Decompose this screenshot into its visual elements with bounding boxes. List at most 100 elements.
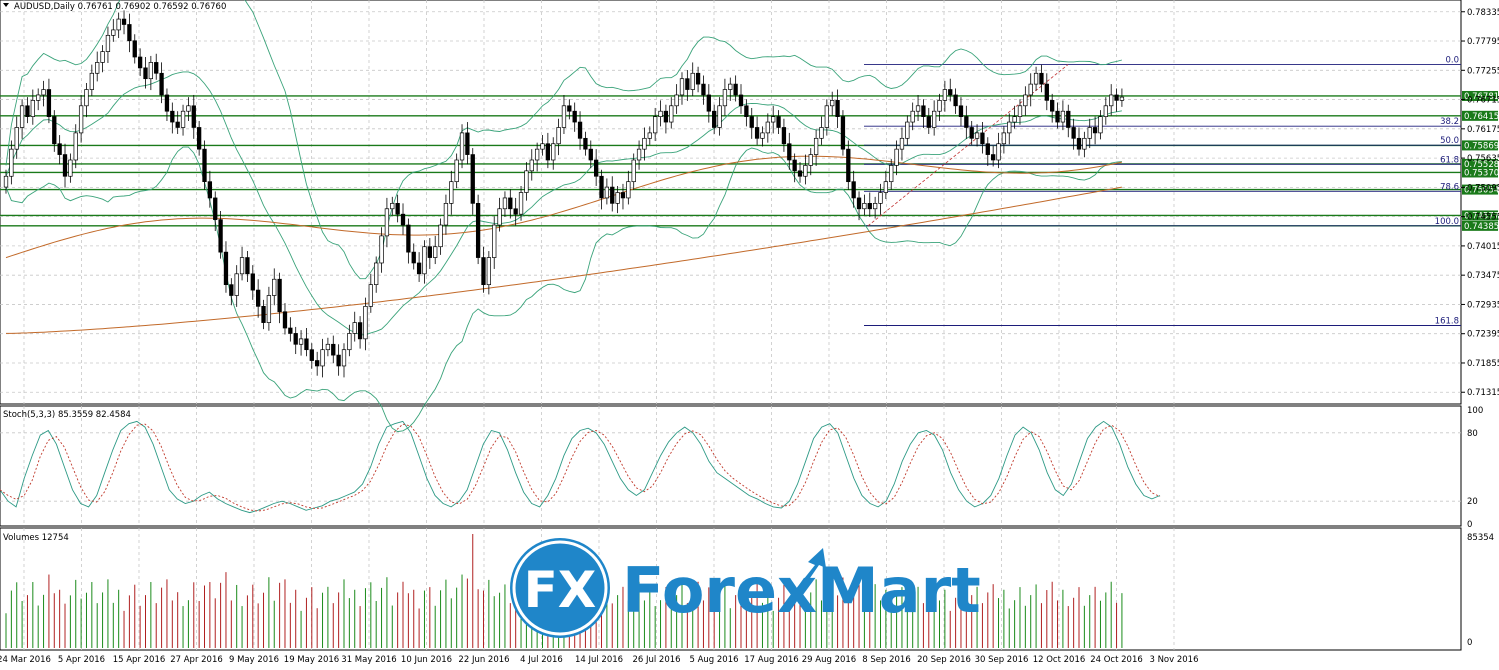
- candle-body: [1039, 72, 1044, 85]
- candle-body: [985, 143, 990, 155]
- candle-body: [180, 110, 186, 128]
- candle-body: [390, 203, 395, 210]
- candle-body: [513, 208, 518, 215]
- candle-body: [315, 360, 320, 367]
- price-tick-label: 0.75635: [1467, 154, 1499, 164]
- date-tick-label: 19 May 2016: [284, 655, 339, 665]
- candle-body: [695, 72, 701, 85]
- candle-body: [422, 246, 427, 275]
- level-price-badge: [1462, 110, 1498, 121]
- date-tick-label: 5 Apr 2016: [58, 655, 105, 665]
- candle-body: [57, 143, 62, 155]
- candle-body: [486, 257, 491, 286]
- candle-body: [797, 170, 803, 177]
- level-price-label: 0.75869: [1464, 141, 1499, 151]
- price-tick-label: 0.72395: [1467, 330, 1499, 340]
- moving-average-mid: [5, 155, 1123, 259]
- candle-body: [679, 78, 685, 96]
- stoch-tick-label: 100: [1467, 406, 1483, 416]
- candle-body: [996, 143, 1001, 161]
- fib-level-label: 78.6: [1440, 182, 1459, 192]
- candle-body: [127, 24, 132, 42]
- date-tick-label: 24 Mar 2016: [0, 655, 51, 665]
- candle-body: [701, 83, 706, 96]
- fib-level-label: 61.8: [1440, 155, 1459, 165]
- price-tick-label: 0.71315: [1467, 388, 1499, 398]
- candle-body: [964, 116, 969, 128]
- price-tick-label: 0.78335: [1467, 8, 1499, 18]
- candle-body: [62, 154, 68, 177]
- candle-body: [931, 110, 937, 128]
- candle-body: [245, 257, 250, 275]
- candle-body: [577, 121, 583, 139]
- candle-body: [899, 137, 905, 150]
- arrow-up-icon: [795, 548, 826, 594]
- stoch-panel: [0, 405, 1462, 527]
- forexmart-logo: FX ForexMart: [510, 538, 981, 638]
- candle-body: [1103, 105, 1108, 117]
- candle-body: [921, 105, 926, 117]
- candle-body: [534, 148, 540, 161]
- fib-level-label: 38.2: [1440, 117, 1459, 127]
- candle-body: [475, 203, 481, 258]
- candle-body: [73, 132, 78, 161]
- candle-body: [234, 273, 239, 296]
- candle-body: [154, 62, 159, 74]
- candle-body: [717, 105, 722, 128]
- volume-tick-label: 85354: [1467, 533, 1494, 543]
- date-tick-label: 31 May 2016: [341, 655, 396, 665]
- stoch-tick-label: 0: [1467, 520, 1472, 530]
- candle-body: [164, 94, 170, 112]
- candle-body: [771, 116, 776, 123]
- candle-body: [674, 94, 679, 107]
- moving-averages: [5, 155, 1123, 334]
- candle-body: [508, 197, 513, 210]
- candlesticks: [3, 10, 1125, 378]
- candle-body: [497, 208, 502, 226]
- candle-body: [229, 284, 234, 296]
- candle-body: [196, 127, 202, 150]
- candle-body: [36, 94, 41, 101]
- candle-body: [14, 127, 19, 150]
- candle-body: [663, 110, 669, 123]
- candle-body: [588, 148, 593, 161]
- candle-body: [406, 224, 411, 253]
- bollinger-bands: [5, 0, 1123, 433]
- candle-body: [840, 116, 846, 150]
- bollinger-middle: [5, 71, 1122, 336]
- date-tick-label: 12 Oct 2016: [1033, 655, 1086, 665]
- candle-body: [137, 56, 143, 69]
- candle-body: [459, 132, 465, 161]
- candle-body: [84, 89, 89, 107]
- candle-body: [3, 175, 9, 188]
- stoch-header: Stoch(5,3,3) 85.3559 82.4584: [3, 410, 131, 420]
- logo-mark: FX: [524, 561, 597, 619]
- candle-body: [363, 305, 368, 340]
- price-tick-label: 0.76715: [1467, 96, 1499, 106]
- candle-body: [636, 148, 642, 161]
- candle-body: [1050, 100, 1055, 112]
- candle-body: [894, 148, 899, 166]
- candle-body: [1114, 94, 1119, 101]
- candle-body: [374, 262, 379, 286]
- fib-level-label: 100.0: [1435, 217, 1459, 227]
- candle-body: [792, 159, 797, 172]
- candle-body: [760, 132, 765, 139]
- candle-body: [272, 278, 277, 296]
- candle-body: [529, 159, 534, 172]
- candle-body: [738, 94, 744, 107]
- moving-average-long: [6, 186, 1122, 334]
- fibonacci-levels: 0.0 38.2 50.0 61.8 78.6 100.0 161.8: [864, 56, 1461, 326]
- date-tick-label: 3 Nov 2016: [1149, 655, 1198, 665]
- level-price-label: 0.76415: [1464, 112, 1499, 122]
- candle-body: [803, 165, 808, 177]
- candle-body: [213, 197, 218, 220]
- level-price-label: 0.74577: [1464, 211, 1499, 221]
- volume-tick-label: 0: [1467, 638, 1472, 648]
- candle-body: [856, 197, 862, 210]
- candle-body: [593, 159, 599, 177]
- candle-body: [202, 148, 207, 183]
- candle-body: [642, 137, 647, 150]
- level-price-badge: [1462, 220, 1498, 231]
